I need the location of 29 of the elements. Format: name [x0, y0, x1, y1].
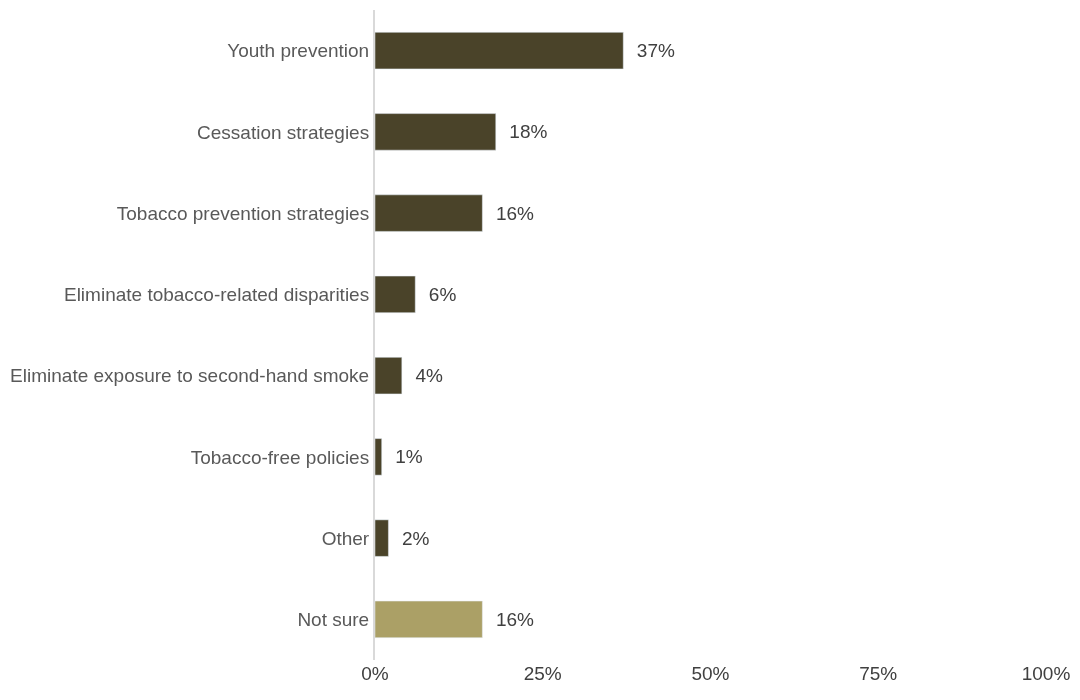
y-tick-label: Tobacco prevention strategies [116, 202, 370, 224]
y-tick-label: Eliminate tobacco-related disparities [63, 284, 370, 306]
x-tick-label: 25% [523, 663, 562, 684]
data-label: 16% [485, 608, 535, 630]
data-label: 16% [485, 202, 535, 224]
data-label: 6% [418, 283, 457, 305]
data-label: 18% [498, 121, 548, 143]
x-tick-label: 0% [361, 663, 389, 684]
bar [375, 438, 382, 476]
data-label: 2% [391, 527, 430, 549]
bar [375, 32, 624, 70]
bar [375, 357, 403, 395]
bar [375, 275, 416, 313]
y-tick-label: Other [321, 527, 370, 549]
y-tick-label: Tobacco-free policies [190, 446, 370, 468]
x-tick-label: 75% [859, 663, 898, 684]
bar [375, 519, 389, 557]
data-label: 1% [384, 446, 423, 468]
data-label: 4% [404, 365, 443, 387]
data-label: 37% [626, 40, 675, 62]
bar [375, 600, 483, 638]
bar [375, 113, 497, 151]
x-tick-label: 100% [1021, 663, 1071, 684]
x-tick-label: 50% [691, 663, 730, 684]
y-tick-label: Cessation strategies [197, 121, 370, 143]
y-tick-label: Eliminate exposure to second-hand smoke [10, 365, 370, 387]
y-tick-label: Youth prevention [227, 40, 370, 62]
y-tick-label: Not sure [297, 609, 370, 631]
bar [375, 194, 483, 232]
